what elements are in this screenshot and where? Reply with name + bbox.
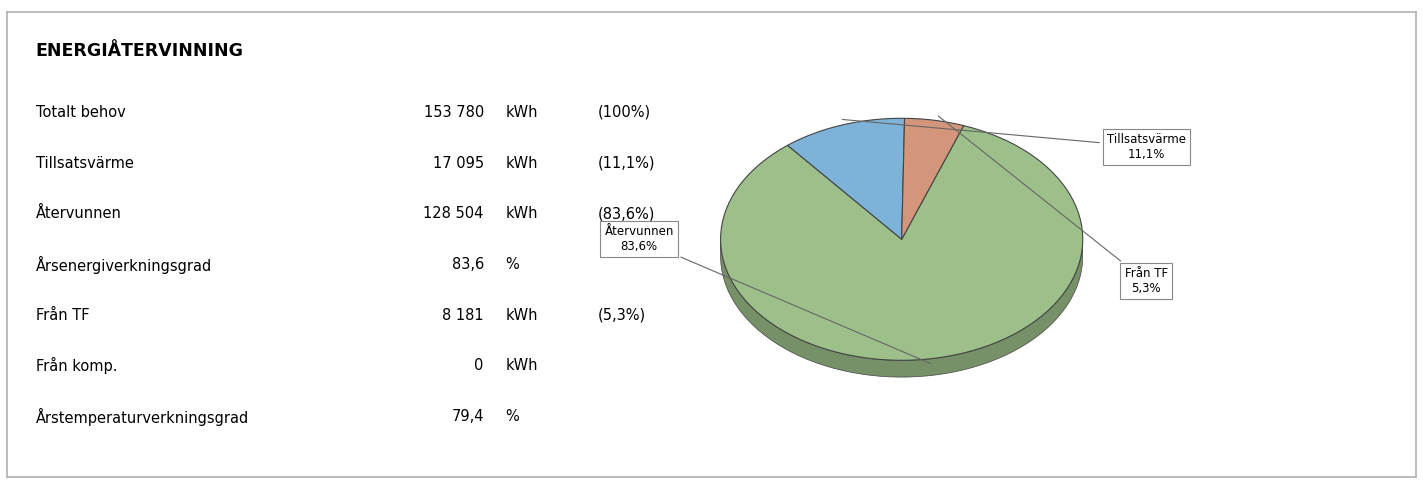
Text: 0: 0: [474, 358, 484, 374]
Text: Tillsatsvärme: Tillsatsvärme: [36, 155, 134, 170]
Text: 128 504: 128 504: [424, 206, 484, 221]
Text: Årstemperaturverkningsgrad: Årstemperaturverkningsgrad: [36, 408, 249, 426]
Text: Från TF: Från TF: [36, 308, 90, 323]
Text: (100%): (100%): [598, 105, 650, 120]
Text: Från komp.: Från komp.: [36, 357, 117, 375]
Text: %: %: [505, 257, 519, 272]
Text: Återvunnen
83,6%: Återvunnen 83,6%: [605, 225, 931, 363]
Text: Från TF
5,3%: Från TF 5,3%: [938, 116, 1168, 295]
Text: %: %: [505, 409, 519, 424]
Text: kWh: kWh: [505, 358, 538, 374]
Text: kWh: kWh: [505, 308, 538, 323]
Text: (5,3%): (5,3%): [598, 308, 646, 323]
Text: 17 095: 17 095: [433, 155, 484, 170]
Text: Årsenergiverkningsgrad: Årsenergiverkningsgrad: [36, 256, 212, 274]
Text: kWh: kWh: [505, 206, 538, 221]
Text: 8 181: 8 181: [443, 308, 484, 323]
Text: kWh: kWh: [505, 105, 538, 120]
Text: ENERGIÅTERVINNING: ENERGIÅTERVINNING: [36, 42, 243, 60]
Text: 83,6: 83,6: [451, 257, 484, 272]
PathPatch shape: [787, 118, 905, 239]
Text: (11,1%): (11,1%): [598, 155, 655, 170]
Text: Totalt behov: Totalt behov: [36, 105, 125, 120]
PathPatch shape: [720, 241, 1083, 377]
Text: Tillsatsvärme
11,1%: Tillsatsvärme 11,1%: [842, 119, 1185, 161]
PathPatch shape: [902, 118, 963, 239]
PathPatch shape: [720, 126, 1083, 360]
Text: 79,4: 79,4: [451, 409, 484, 424]
Text: 153 780: 153 780: [424, 105, 484, 120]
Text: Återvunnen: Återvunnen: [36, 206, 121, 221]
Text: kWh: kWh: [505, 155, 538, 170]
Text: (83,6%): (83,6%): [598, 206, 655, 221]
